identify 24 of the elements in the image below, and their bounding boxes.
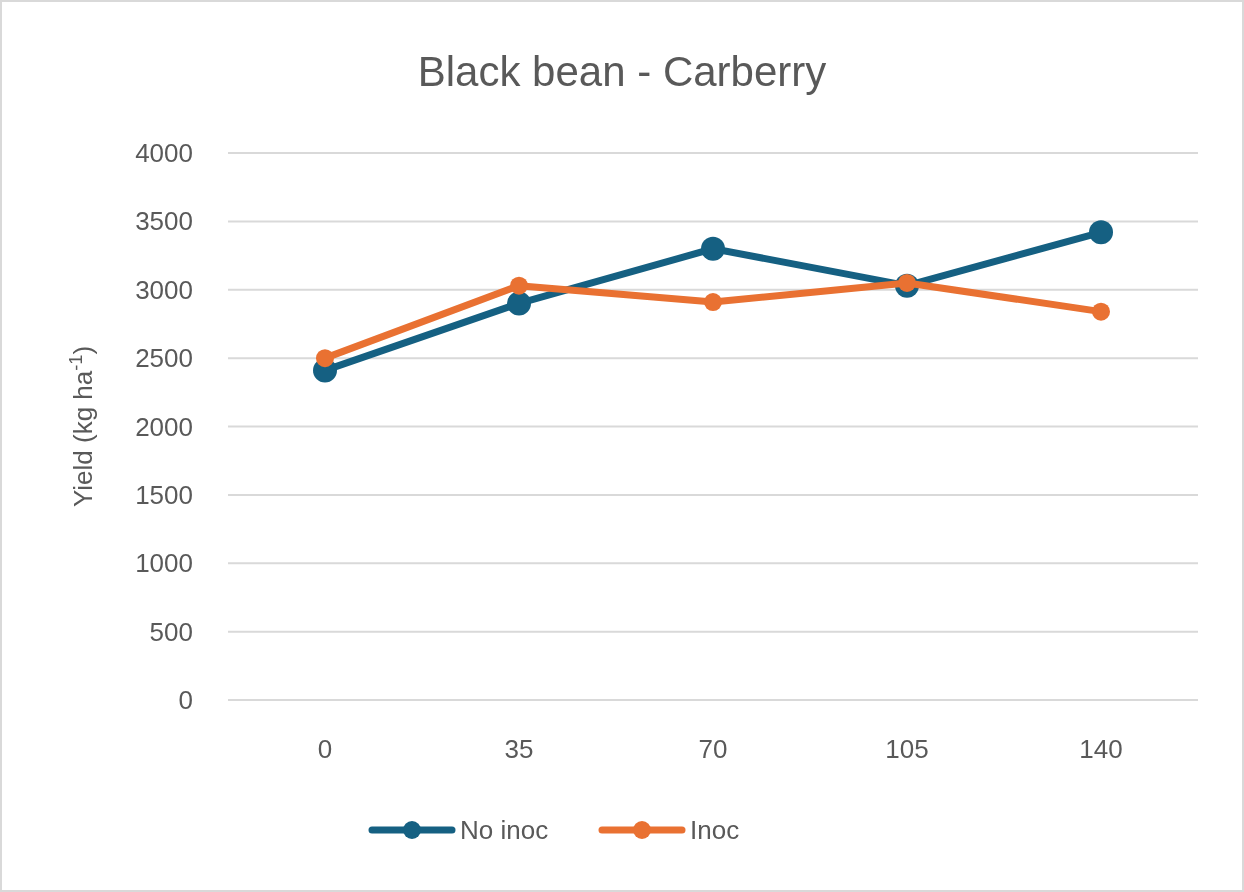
y-tick-label: 1500 [135, 479, 193, 510]
x-tick-label: 70 [698, 734, 728, 764]
legend-label: Inoc [690, 815, 740, 846]
point [1089, 220, 1113, 245]
y-tick-label: 3500 [135, 206, 193, 237]
point [510, 276, 528, 295]
point [704, 293, 722, 312]
x-tick-label: 0 [317, 734, 333, 764]
y-tick-label: 4000 [135, 138, 193, 169]
point [507, 291, 531, 316]
legend-label: No inoc [460, 815, 549, 846]
point [316, 349, 334, 368]
point [701, 236, 725, 261]
y-tick-label: 2500 [135, 343, 193, 374]
y-tick-label: 0 [178, 685, 193, 716]
point [1092, 302, 1110, 321]
x-tick-label: 105 [885, 734, 929, 764]
x-tick-label: 35 [504, 734, 534, 764]
y-tick-label: 500 [149, 616, 193, 647]
x-tick-label: 140 [1079, 734, 1123, 764]
y-tick-label: 3000 [135, 274, 193, 305]
y-tick-label: 1000 [135, 548, 193, 579]
y-tick-label: 2000 [135, 411, 193, 442]
chart-title: Black bean - Carberry [417, 48, 827, 95]
